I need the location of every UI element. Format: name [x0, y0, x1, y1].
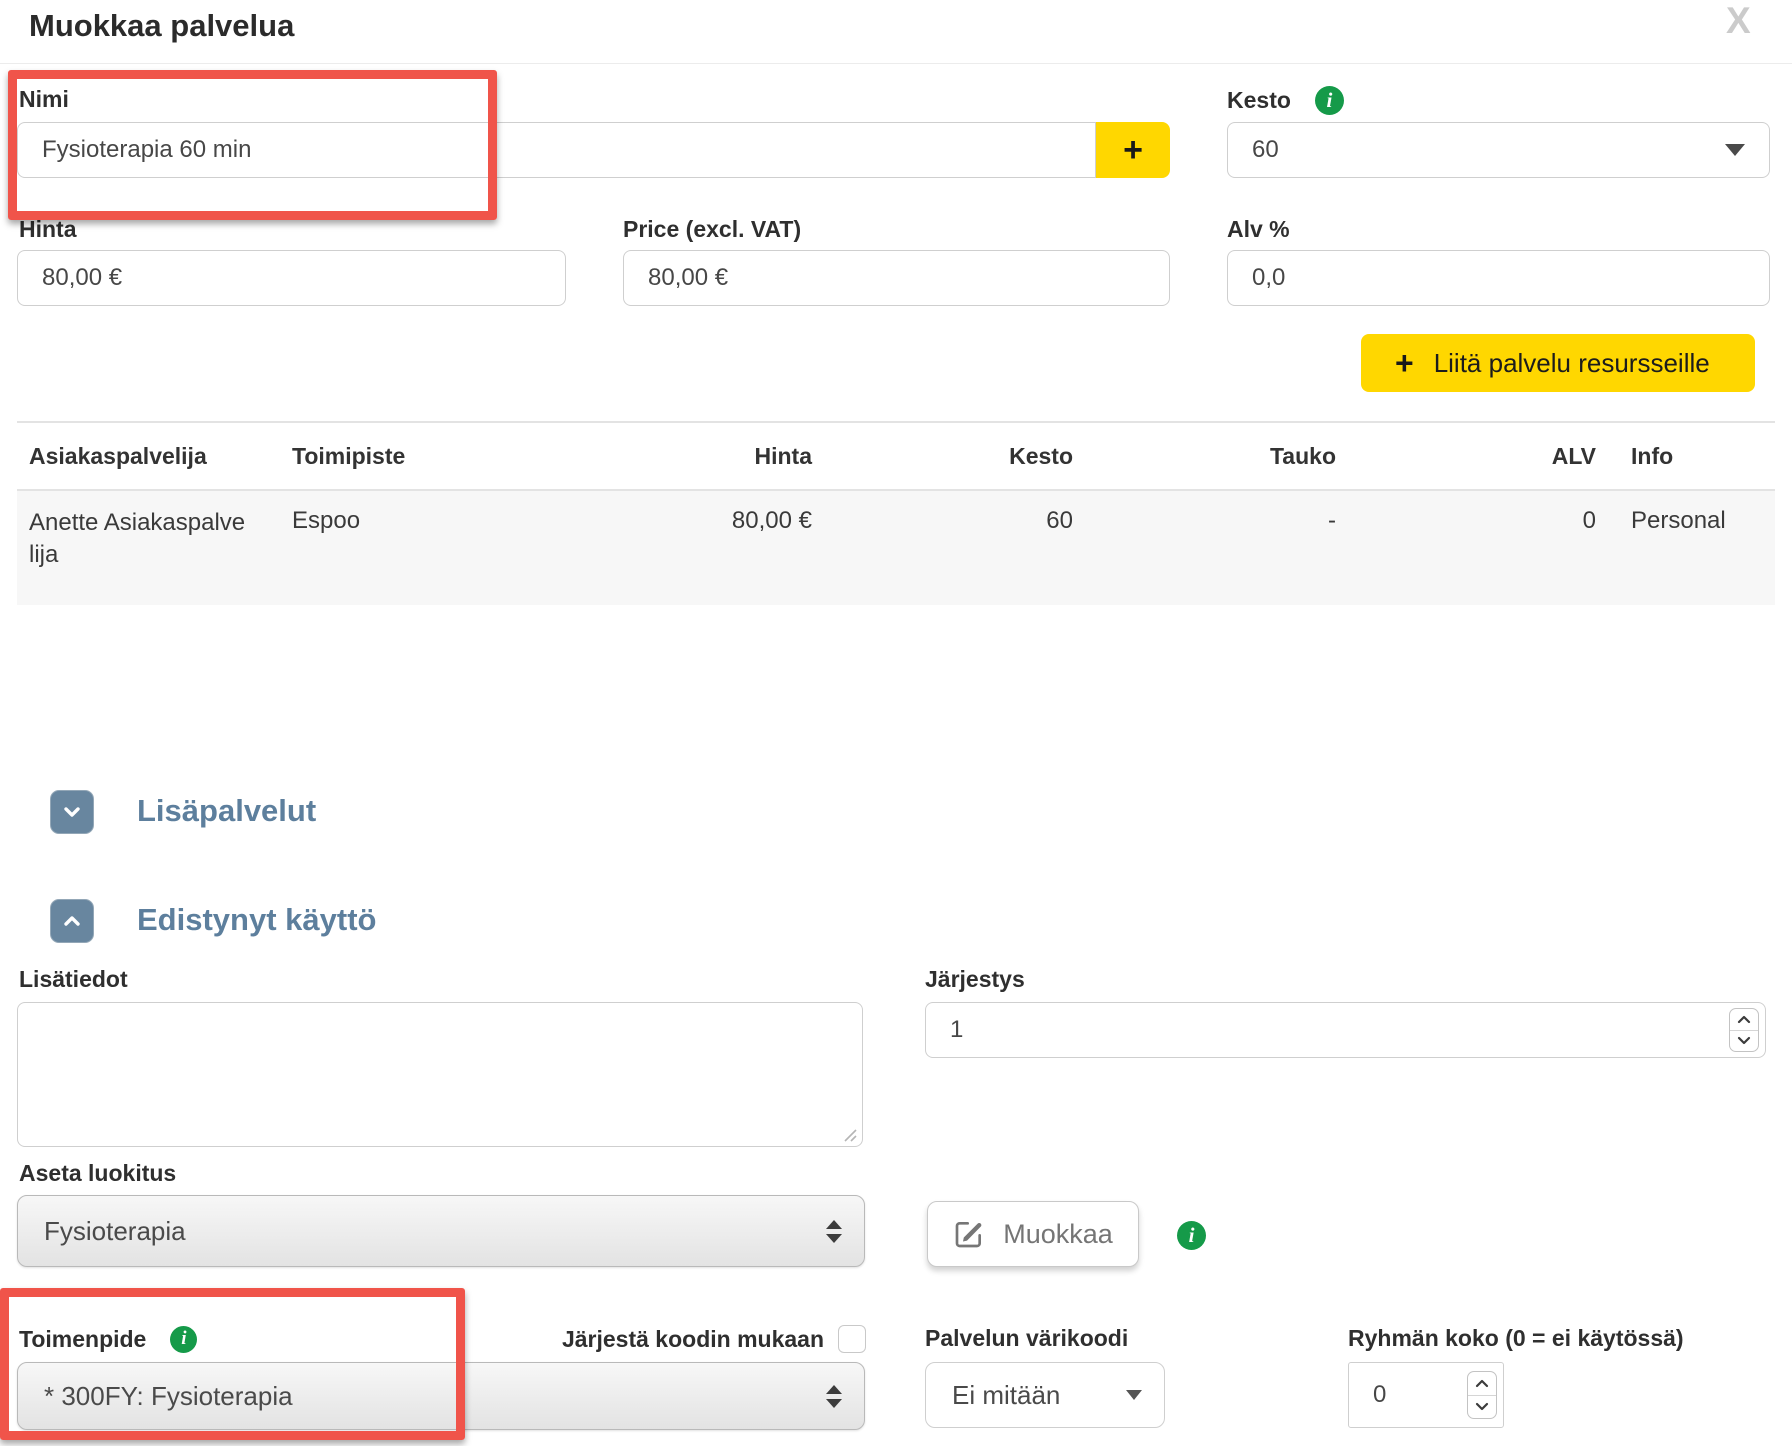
price-excl-vat-input-wrap	[623, 250, 1170, 306]
order-input-wrap	[925, 1002, 1766, 1058]
edit-button[interactable]: Muokkaa	[927, 1201, 1139, 1267]
collapse-edistynyt-button[interactable]	[50, 899, 94, 943]
edit-info-icon[interactable]: i	[1177, 1221, 1206, 1250]
resource-table: Asiakaspalvelija Toimipiste Hinta Kesto …	[17, 421, 1775, 605]
stepper-up-icon[interactable]	[1468, 1372, 1496, 1395]
attach-resources-button[interactable]: + Liitä palvelu resursseille	[1361, 334, 1755, 392]
procedure-label: Toimenpide	[19, 1325, 147, 1352]
plus-icon: +	[1123, 130, 1143, 169]
group-size-stepper[interactable]	[1467, 1371, 1497, 1419]
expand-lisapalvelut-button[interactable]	[50, 790, 94, 834]
procedure-select-value: * 300FY: Fysioterapia	[44, 1380, 293, 1411]
plus-icon: +	[1395, 345, 1414, 381]
sort-by-code-group: Järjestä koodin mukaan	[562, 1325, 866, 1353]
chevron-up-icon	[64, 916, 80, 926]
sort-by-code-checkbox[interactable]	[838, 1325, 866, 1353]
vat-input-wrap	[1227, 250, 1770, 306]
procedure-info-icon[interactable]: i	[170, 1325, 198, 1353]
details-textarea[interactable]	[17, 1002, 863, 1147]
col-tauko: Tauko	[1269, 442, 1336, 469]
cell-alv: 0	[1582, 507, 1596, 534]
close-icon[interactable]: X	[1726, 0, 1751, 41]
add-name-button[interactable]: +	[1096, 122, 1170, 178]
edit-button-label: Muokkaa	[1003, 1218, 1113, 1249]
section-title-edistynyt[interactable]: Edistynyt käyttö	[137, 902, 377, 937]
col-toimipiste: Toimipiste	[292, 442, 406, 469]
page-title: Muokkaa palvelua	[29, 8, 295, 43]
col-hinta: Hinta	[754, 442, 813, 469]
cell-tauko: -	[1328, 507, 1336, 534]
vat-label: Alv %	[1227, 216, 1290, 242]
chevron-down-icon	[1126, 1390, 1142, 1400]
resize-handle-icon[interactable]	[842, 1127, 858, 1143]
edit-pencil-icon	[955, 1222, 982, 1248]
duration-select[interactable]: 60	[1227, 122, 1770, 178]
cell-info: Personal	[1631, 507, 1726, 534]
duration-select-value: 60	[1252, 136, 1279, 163]
duration-label: Kesto	[1227, 87, 1291, 113]
select-arrows-icon	[826, 1384, 842, 1408]
name-input[interactable]	[17, 122, 1096, 178]
select-arrows-icon	[826, 1219, 842, 1243]
category-label: Aseta luokitus	[19, 1160, 177, 1186]
name-input-group: +	[17, 122, 1170, 178]
color-code-select-value: Ei mitään	[952, 1379, 1061, 1410]
color-code-label: Palvelun värikoodi	[925, 1325, 1129, 1351]
stepper-down-icon[interactable]	[1730, 1029, 1758, 1052]
color-code-select[interactable]: Ei mitään	[925, 1362, 1165, 1428]
col-kesto: Kesto	[1009, 442, 1073, 469]
name-label: Nimi	[19, 86, 69, 112]
resource-table-header: Asiakaspalvelija Toimipiste Hinta Kesto …	[17, 421, 1775, 491]
details-textarea-wrap	[17, 1002, 863, 1152]
order-input[interactable]	[925, 1002, 1766, 1058]
attach-resources-label: Liitä palvelu resursseille	[1433, 347, 1710, 378]
section-title-lisapalvelut[interactable]: Lisäpalvelut	[137, 793, 317, 828]
group-size-label: Ryhmän koko (0 = ei käytössä)	[1348, 1325, 1684, 1351]
chevron-down-icon	[64, 807, 80, 817]
procedure-select[interactable]: * 300FY: Fysioterapia	[17, 1362, 865, 1430]
duration-label-row: Kesto i	[1227, 86, 1344, 115]
cell-toimipiste: Espoo	[292, 507, 361, 534]
sort-by-code-label: Järjestä koodin mukaan	[561, 1325, 824, 1352]
procedure-label-group: Toimenpide i	[19, 1325, 198, 1353]
stepper-up-icon[interactable]	[1730, 1009, 1758, 1030]
order-stepper[interactable]	[1729, 1008, 1759, 1052]
details-label: Lisätiedot	[19, 966, 128, 992]
stepper-down-icon[interactable]	[1468, 1394, 1496, 1419]
procedure-label-row: Toimenpide i Järjestä koodin mukaan	[19, 1325, 866, 1353]
order-label: Järjestys	[925, 966, 1025, 992]
group-size-input-wrap	[1348, 1362, 1504, 1428]
chevron-down-icon	[1725, 144, 1745, 156]
col-asiakaspalvelija: Asiakaspalvelija	[29, 442, 207, 469]
header-divider	[0, 63, 1792, 64]
col-info: Info	[1631, 442, 1674, 469]
category-select[interactable]: Fysioterapia	[17, 1195, 865, 1267]
price-input-wrap	[17, 250, 566, 306]
price-label: Hinta	[19, 216, 77, 242]
price-excl-vat-input[interactable]	[623, 250, 1170, 306]
cell-hinta: 80,00 €	[731, 507, 812, 534]
category-select-value: Fysioterapia	[44, 1215, 186, 1246]
cell-asiakaspalvelija: Anette Asiakaspalvelija	[29, 509, 246, 568]
price-excl-vat-label: Price (excl. VAT)	[623, 216, 802, 242]
col-alv: ALV	[1551, 442, 1596, 469]
price-input[interactable]	[17, 250, 566, 306]
cell-kesto: 60	[1046, 507, 1073, 534]
table-row[interactable]: Anette Asiakaspalvelija Espoo 80,00 € 60…	[17, 491, 1775, 605]
vat-input[interactable]	[1227, 250, 1770, 306]
duration-info-icon[interactable]: i	[1314, 86, 1344, 115]
